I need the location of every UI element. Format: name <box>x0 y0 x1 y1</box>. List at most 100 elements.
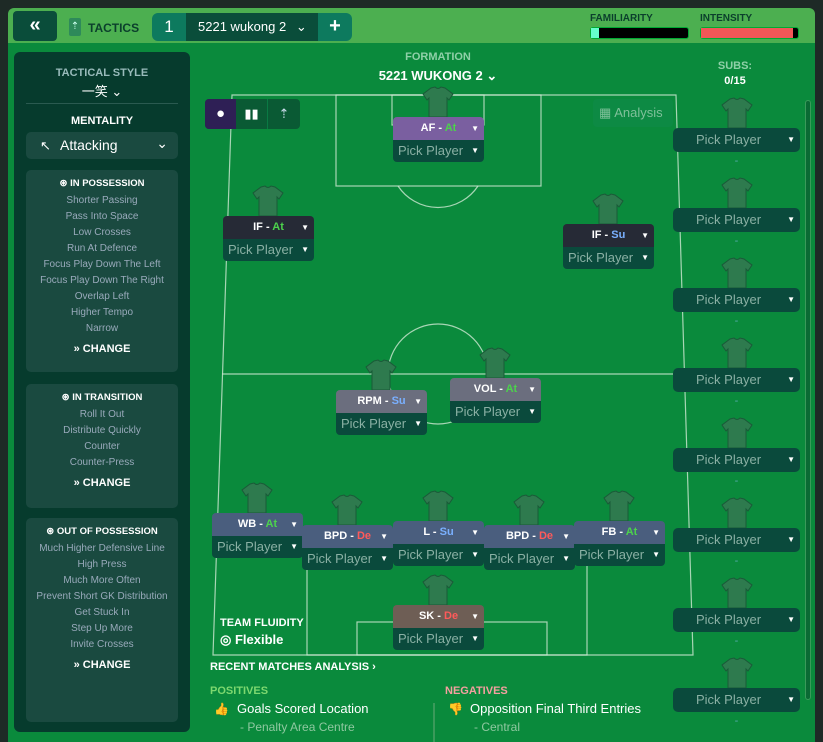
role-selector[interactable]: AF - At ▼ <box>393 117 484 140</box>
analysis-button[interactable]: ▦ Analysis <box>593 99 673 127</box>
tactic-number[interactable]: 1 <box>164 17 174 36</box>
role-selector[interactable]: L - Su ▼ <box>393 521 484 544</box>
stats-view-button[interactable]: ▮▮ <box>236 99 268 129</box>
role-selector[interactable]: IF - At ▼ <box>223 216 314 239</box>
pick-player-selector[interactable]: Pick Player ▼ <box>336 413 427 435</box>
role-selector[interactable]: RPM - Su ▼ <box>336 390 427 413</box>
chevron-down-icon: ⌄ <box>156 135 168 151</box>
sub-player-name: - <box>734 155 739 167</box>
sub-player-name: - <box>734 635 739 647</box>
role-selector[interactable]: SK - De ▼ <box>393 605 484 628</box>
tactics-view-button[interactable]: ⇡ <box>268 99 300 129</box>
pick-player-selector[interactable]: Pick Player ▼ <box>450 401 541 423</box>
chevron-down-icon: ⌄ <box>295 19 307 34</box>
intensity-label: INTENSITY <box>700 13 753 24</box>
player-shirt-icon <box>421 489 455 528</box>
familiarity-bar[interactable] <box>590 27 689 39</box>
position-card[interactable]: BPD - De ▼ Pick Player ▼ <box>484 525 575 570</box>
player-view-button[interactable]: ● <box>205 99 236 129</box>
position-card[interactable]: SK - De ▼ Pick Player ▼ <box>393 605 484 650</box>
pick-player-label: Pick Player <box>489 551 555 566</box>
change-button[interactable]: » CHANGE <box>26 477 178 489</box>
subs-scrollbar[interactable] <box>805 100 811 700</box>
pick-player-selector[interactable]: Pick Player ▼ <box>393 628 484 650</box>
role-selector[interactable]: WB - At ▼ <box>212 513 303 536</box>
pick-player-label: Pick Player <box>696 132 762 147</box>
role-selector[interactable]: BPD - De ▼ <box>302 525 393 548</box>
position-card[interactable]: IF - At ▼ Pick Player ▼ <box>223 216 314 261</box>
chevron-down-icon: ⌄ <box>111 84 123 99</box>
sub-pick-player[interactable]: Pick Player ▼ <box>673 128 800 152</box>
role-selector[interactable]: FB - At ▼ <box>574 521 665 544</box>
sub-pick-player[interactable]: Pick Player ▼ <box>673 368 800 392</box>
role-selector[interactable]: BPD - De ▼ <box>484 525 575 548</box>
mentality-selector[interactable]: ↖ Attacking ⌄ <box>26 132 178 159</box>
sub-pick-player[interactable]: Pick Player ▼ <box>673 288 800 312</box>
sub-shirt-icon <box>720 176 754 215</box>
pick-player-label: Pick Player <box>568 250 634 265</box>
sub-pick-player[interactable]: Pick Player ▼ <box>673 208 800 232</box>
pick-player-selector[interactable]: Pick Player ▼ <box>223 239 314 261</box>
add-tactic-button[interactable]: + <box>329 15 341 37</box>
tactic-selector[interactable]: 5221 wukong 2 ⌄ <box>186 13 318 41</box>
position-card[interactable]: AF - At ▼ Pick Player ▼ <box>393 117 484 162</box>
role: WB <box>237 518 257 530</box>
double-chevron-right-icon: » <box>73 477 80 489</box>
subs-count: 0/15 <box>724 75 746 87</box>
intensity-bar[interactable] <box>700 27 799 39</box>
pick-player-selector[interactable]: Pick Player ▼ <box>212 536 303 558</box>
position-card[interactable]: WB - At ▼ Pick Player ▼ <box>212 513 303 558</box>
player-shirt-icon <box>251 184 285 223</box>
change-button[interactable]: » CHANGE <box>26 343 178 355</box>
pick-player-selector[interactable]: Pick Player ▼ <box>393 140 484 162</box>
pick-player-label: Pick Player <box>696 292 762 307</box>
pick-player-selector[interactable]: Pick Player ▼ <box>484 548 575 570</box>
back-button[interactable]: « <box>13 11 57 41</box>
dropdown-arrow-icon: ▼ <box>301 245 309 254</box>
pick-player-selector[interactable]: Pick Player ▼ <box>302 548 393 570</box>
position-card[interactable]: BPD - De ▼ Pick Player ▼ <box>302 525 393 570</box>
pick-player-selector[interactable]: Pick Player ▼ <box>574 544 665 566</box>
instruction-item: Prevent Short GK Distribution <box>36 591 168 602</box>
pick-player-selector[interactable]: Pick Player ▼ <box>393 544 484 566</box>
tactics-label: TACTICS <box>88 21 140 35</box>
sub-pick-player[interactable]: Pick Player ▼ <box>673 448 800 472</box>
position-card[interactable]: VOL - At ▼ Pick Player ▼ <box>450 378 541 423</box>
formation-selector[interactable]: 5221 WUKONG 2 ⌄ <box>338 68 538 84</box>
position-card[interactable]: L - Su ▼ Pick Player ▼ <box>393 521 484 566</box>
recent-matches-analysis-link[interactable]: RECENT MATCHES ANALYSIS › <box>210 661 376 673</box>
duty: De <box>444 610 459 622</box>
sub-shirt-icon <box>720 656 754 695</box>
sub-pick-player[interactable]: Pick Player ▼ <box>673 688 800 712</box>
sub-pick-player[interactable]: Pick Player ▼ <box>673 608 800 632</box>
role: VOL <box>473 383 497 395</box>
role-selector[interactable]: IF - Su ▼ <box>563 224 654 247</box>
dropdown-arrow-icon: ▼ <box>652 528 660 537</box>
role: RPM <box>357 395 382 407</box>
thumbs-up-icon: 👍 <box>214 702 229 716</box>
position-card[interactable]: FB - At ▼ Pick Player ▼ <box>574 521 665 566</box>
instruction-item: Focus Play Down The Left <box>43 259 161 270</box>
role-selector[interactable]: VOL - At ▼ <box>450 378 541 401</box>
pick-player-selector[interactable]: Pick Player ▼ <box>563 247 654 269</box>
position-card[interactable]: IF - Su ▼ Pick Player ▼ <box>563 224 654 269</box>
team-fluidity-label: TEAM FLUIDITY <box>220 617 304 629</box>
change-button[interactable]: » CHANGE <box>26 659 178 671</box>
position-card[interactable]: RPM - Su ▼ Pick Player ▼ <box>336 390 427 435</box>
attacking-arrow-icon: ↖ <box>40 138 51 153</box>
role: BPD <box>323 530 348 542</box>
role: L <box>423 526 430 538</box>
team-fluidity-value: ◎ Flexible <box>220 632 283 648</box>
tactical-style-selector[interactable]: 一笑 ⌄ <box>14 81 190 100</box>
positive-detail: - Penalty Area Centre <box>240 720 355 734</box>
pick-player-label: Pick Player <box>696 212 762 227</box>
dropdown-arrow-icon: ▼ <box>471 612 479 621</box>
sub-pick-player[interactable]: Pick Player ▼ <box>673 528 800 552</box>
duty: Su <box>611 229 626 241</box>
dropdown-arrow-icon: ▼ <box>414 419 422 428</box>
positive-item: Goals Scored Location <box>237 701 369 716</box>
football-icon: ⊛ <box>46 526 55 537</box>
dropdown-arrow-icon: ▼ <box>787 615 795 624</box>
instruction-item: Step Up More <box>71 623 133 634</box>
pick-player-label: Pick Player <box>398 631 464 646</box>
